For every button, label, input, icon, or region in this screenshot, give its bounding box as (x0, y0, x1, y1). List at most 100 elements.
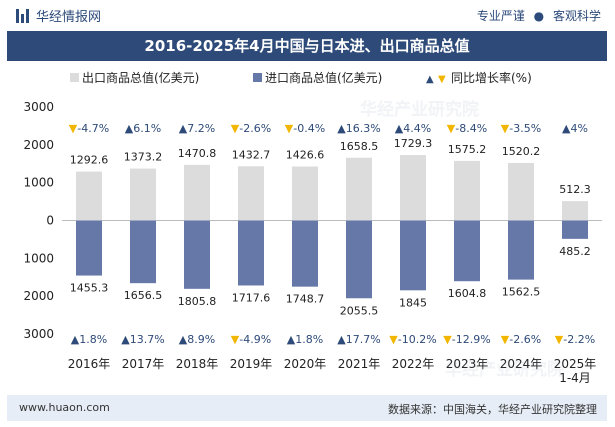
import-growth-value: -10.2% (398, 333, 437, 346)
down-arrow-icon: ▼ (447, 122, 456, 135)
export-growth-value: 6.1% (133, 122, 161, 135)
up-arrow-icon: ▲ (337, 122, 346, 135)
export-value-label: 1520.2 (502, 145, 541, 158)
import-bar (562, 220, 588, 239)
up-arrow-icon: ▲ (179, 122, 188, 135)
down-arrow-icon: ▼ (285, 122, 294, 135)
export-growth-value: -0.4% (293, 122, 325, 135)
export-value-label: 1658.5 (340, 140, 379, 153)
import-bar (292, 220, 318, 287)
legend-import-label: 进口商品总值(亿美元) (265, 70, 382, 85)
import-growth-value: 1.8% (295, 333, 323, 346)
import-bar (454, 220, 480, 282)
import-value-label: 1604.8 (448, 287, 487, 300)
export-growth-value: -3.5% (509, 122, 541, 135)
up-arrow-icon: ▲ (395, 122, 404, 135)
up-arrow-icon: ▲ (179, 333, 188, 346)
import-bar (130, 220, 156, 284)
legend-export-label: 出口商品总值(亿美元) (82, 70, 199, 85)
y-tick-label: 1000 (23, 176, 54, 190)
import-bar (346, 220, 372, 299)
top-bar: 华经情报网 专业严谨 ● 客观科学 (0, 0, 615, 30)
legend-export-swatch (70, 73, 79, 82)
x-tick-label: 2020年 (284, 357, 327, 371)
export-growth-label: ▲7.2% (179, 122, 215, 135)
slogan-1: 专业严谨 (476, 9, 525, 23)
data-source: 数据来源：中国海关，华经产业研究院整理 (388, 403, 597, 416)
import-bar (508, 220, 534, 280)
brand-name: 华经情报网 (36, 10, 102, 25)
export-bar (346, 157, 372, 221)
export-value-label: 1373.2 (124, 151, 163, 164)
export-value-label: 512.3 (559, 183, 591, 196)
up-arrow-icon: ▲ (337, 333, 346, 346)
export-bar (130, 168, 156, 221)
export-value-label: 1292.6 (70, 154, 109, 167)
import-value-label: 2055.5 (340, 304, 379, 317)
import-growth-value: -2.2% (563, 333, 595, 346)
import-bar (184, 220, 210, 289)
import-value-label: 1455.3 (70, 282, 109, 295)
export-growth-label: ▼-0.4% (285, 122, 325, 135)
x-tick-label: 2017年 (122, 357, 165, 371)
export-growth-value: -4.7% (77, 122, 109, 135)
slogan-2: 客观科学 (552, 9, 601, 23)
export-bar (400, 155, 426, 221)
legend-growth-label: 同比增长率(%) (451, 70, 532, 85)
import-growth-value: -4.9% (239, 333, 271, 346)
import-value-label: 1656.5 (124, 289, 163, 302)
footer: www.huaon.com 数据来源：中国海关，华经产业研究院整理 (7, 395, 607, 421)
x-tick-label: 1-4月 (559, 371, 591, 385)
import-value-label: 1717.6 (232, 291, 271, 304)
import-growth-label: ▲1.8% (287, 333, 323, 346)
x-tick-label: 2023年 (446, 357, 489, 371)
website-link[interactable]: www.huaon.com (19, 401, 110, 414)
export-growth-label: ▼-2.6% (231, 122, 271, 135)
legend-down-icon: ▼ (438, 74, 446, 85)
export-growth-label: ▲4.4% (395, 122, 431, 135)
chart-title: 2016-2025年4月中国与日本进、出口商品总值 (7, 31, 607, 61)
export-value-label: 1729.3 (394, 137, 433, 150)
import-value-label: 1805.8 (178, 295, 217, 308)
export-growth-label: ▼-3.5% (501, 122, 541, 135)
export-growth-value: 7.2% (187, 122, 215, 135)
export-value-label: 1470.8 (178, 147, 217, 160)
export-value-label: 1432.7 (232, 148, 271, 161)
import-growth-value: -12.9% (452, 333, 491, 346)
import-growth-label: ▲8.9% (179, 333, 215, 346)
export-growth-label: ▼-8.4% (447, 122, 487, 135)
y-tick-label: 3000 (23, 100, 54, 114)
export-growth-value: 16.3% (346, 122, 381, 135)
y-tick-label: 2000 (23, 138, 54, 152)
up-arrow-icon: ▲ (71, 333, 80, 346)
y-tick-label: 1000 (23, 251, 54, 265)
up-arrow-icon: ▲ (121, 333, 130, 346)
import-growth-value: -2.6% (509, 333, 541, 346)
up-arrow-icon: ▲ (287, 333, 296, 346)
x-tick-label: 2024年 (500, 357, 543, 371)
import-growth-label: ▼-10.2% (389, 333, 436, 346)
y-tick-label: 3000 (23, 327, 54, 341)
down-arrow-icon: ▼ (231, 333, 240, 346)
bar-logo-icon (16, 8, 30, 23)
down-arrow-icon: ▼ (389, 333, 398, 346)
up-arrow-icon: ▲ (125, 122, 134, 135)
import-value-label: 485.2 (559, 245, 591, 258)
import-growth-label: ▲1.8% (71, 333, 107, 346)
import-growth-label: ▼-12.9% (443, 333, 490, 346)
x-tick-label: 2019年 (230, 357, 273, 371)
import-growth-value: 8.9% (187, 333, 215, 346)
export-value-label: 1426.6 (286, 149, 325, 162)
export-growth-value: 4.4% (403, 122, 431, 135)
import-growth-label: ▲17.7% (337, 333, 380, 346)
slogan-separator: ● (533, 9, 545, 23)
x-tick-label: 2021年 (338, 357, 381, 371)
export-growth-label: ▲6.1% (125, 122, 161, 135)
down-arrow-icon: ▼ (501, 333, 510, 346)
down-arrow-icon: ▼ (501, 122, 510, 135)
legend-import-swatch (253, 73, 262, 82)
import-value-label: 1845 (399, 296, 427, 309)
export-bar (292, 166, 318, 221)
import-bar (238, 220, 264, 286)
